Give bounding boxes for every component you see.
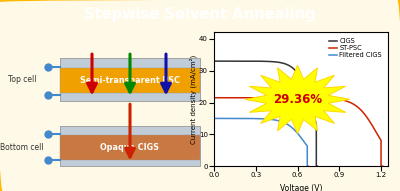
ST-PSC [270, 97, 275, 99]
Bar [60, 57, 200, 101]
X-axis label: Voltage (V): Voltage (V) [280, 184, 322, 191]
CIGS [215, 60, 220, 62]
CIGS [260, 60, 264, 62]
Filtered CIGS [305, 165, 310, 167]
Bar [60, 68, 200, 93]
ST-PSC [379, 165, 384, 167]
CIGS [300, 81, 305, 83]
Filtered CIGS [215, 117, 220, 120]
Bar [60, 126, 200, 166]
Text: Bottom cell: Bottom cell [0, 143, 44, 152]
Filtered CIGS [212, 117, 216, 120]
Filtered CIGS [255, 117, 260, 120]
ST-PSC [379, 165, 384, 167]
Text: Top cell: Top cell [8, 75, 36, 84]
ST-PSC [212, 97, 216, 99]
Text: Stepwise Solvent Annealing: Stepwise Solvent Annealing [84, 7, 316, 22]
ST-PSC [380, 165, 385, 167]
CIGS [314, 165, 319, 167]
ST-PSC [218, 97, 222, 99]
Text: 29.36%: 29.36% [273, 93, 322, 106]
Y-axis label: Current density (mA/cm²): Current density (mA/cm²) [190, 55, 197, 144]
Text: Opaque CIGS: Opaque CIGS [100, 143, 160, 152]
Filtered CIGS [244, 117, 249, 120]
ST-PSC [290, 97, 295, 99]
ST-PSC [298, 97, 303, 99]
CIGS [315, 165, 320, 167]
Polygon shape [245, 65, 350, 133]
Filtered CIGS [292, 129, 297, 131]
Filtered CIGS [306, 165, 310, 167]
Legend: CIGS, ST-PSC, Filtered CIGS: CIGS, ST-PSC, Filtered CIGS [327, 36, 385, 61]
CIGS [314, 165, 319, 167]
Filtered CIGS [305, 165, 310, 167]
CIGS [248, 60, 252, 62]
CIGS [265, 60, 270, 62]
Line: CIGS: CIGS [214, 61, 317, 166]
CIGS [212, 60, 216, 62]
ST-PSC [356, 107, 361, 109]
Bar [60, 135, 200, 160]
Line: Filtered CIGS: Filtered CIGS [214, 118, 308, 166]
Text: Semi-transparent PSC: Semi-transparent PSC [80, 76, 180, 85]
Filtered CIGS [260, 118, 265, 120]
Line: ST-PSC: ST-PSC [214, 98, 383, 166]
